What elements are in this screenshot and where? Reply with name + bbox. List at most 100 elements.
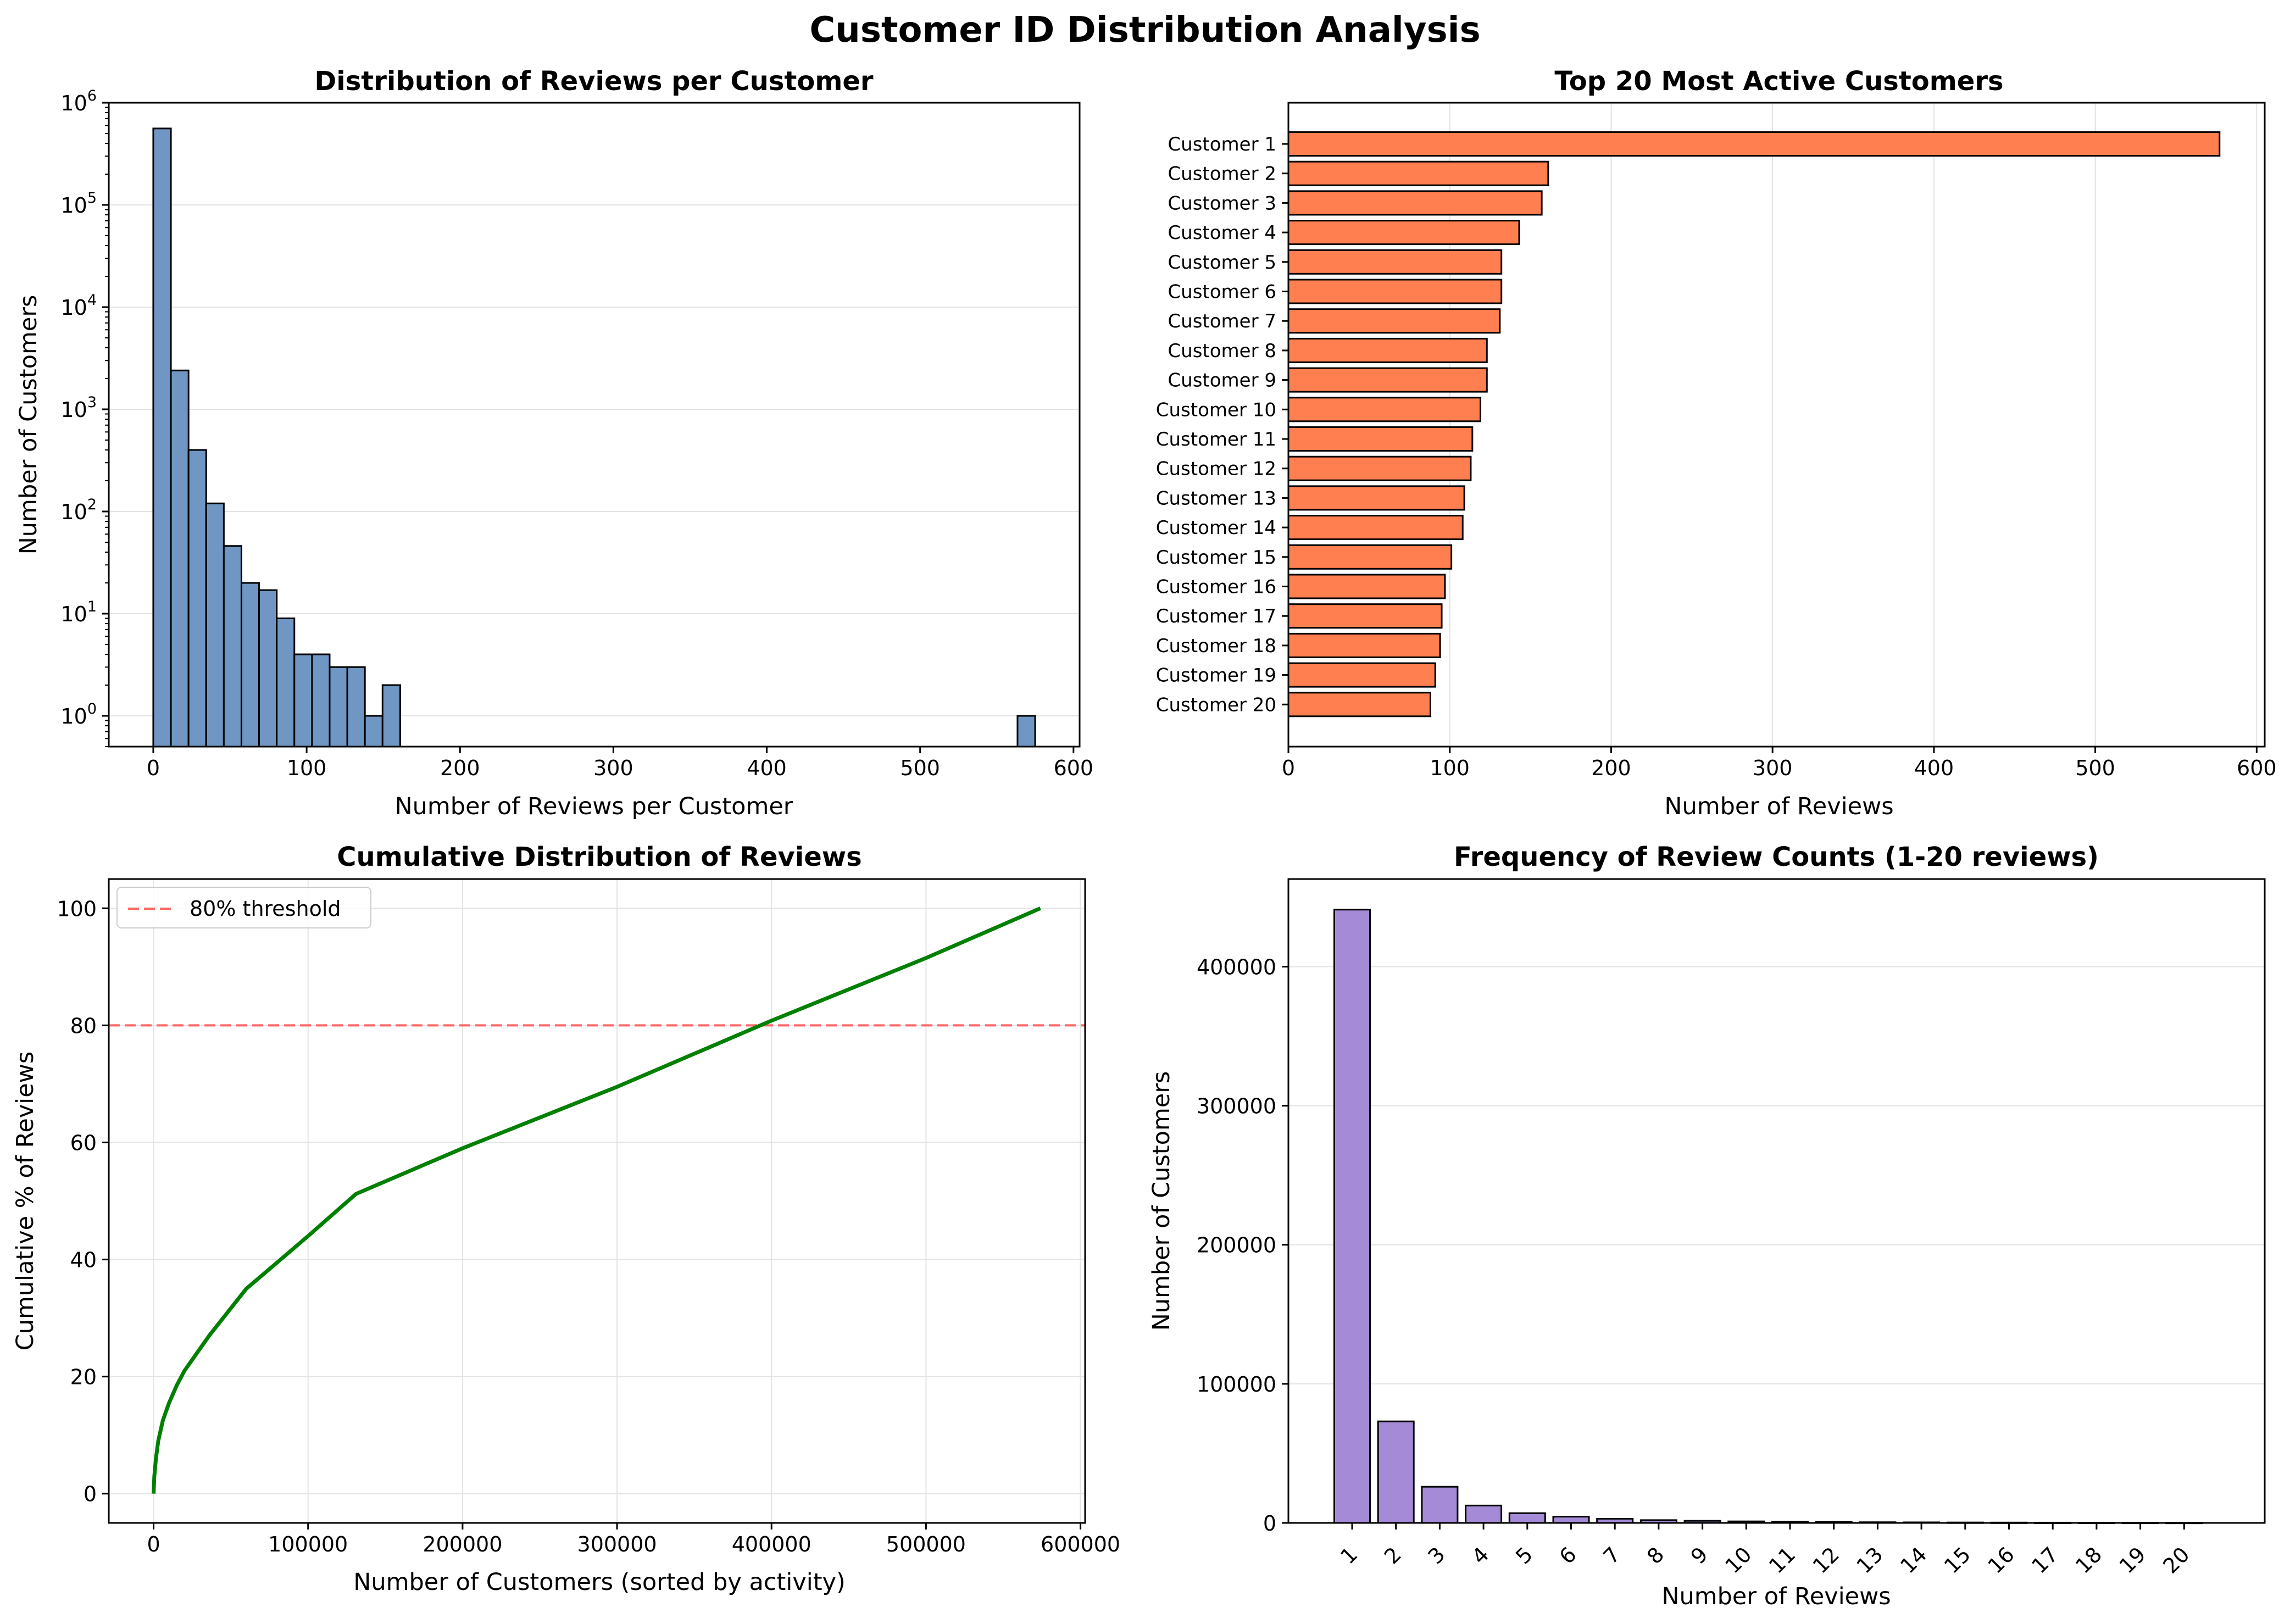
y-tick-label: 40	[70, 1248, 97, 1272]
frequency-bar	[1508, 1512, 1546, 1524]
customer-bar	[1287, 662, 1436, 688]
x-axis-label: Number of Reviews	[1661, 1583, 1891, 1610]
panel-review-count-frequency: Frequency of Review Counts (1-20 reviews…	[1148, 842, 2266, 1610]
histogram-bar	[187, 449, 207, 748]
customer-label: Customer 11	[1156, 429, 1276, 451]
customer-bar	[1287, 190, 1543, 216]
panel-cumulative-distribution: Cumulative Distribution of Reviews 0 100 0…	[12, 842, 1120, 1596]
x-tick-label: 20	[2158, 1542, 2194, 1578]
x-tick-label: 200	[440, 756, 480, 780]
x-tick-label: 15	[1939, 1542, 1975, 1578]
x-tick-label: 400000	[732, 1532, 811, 1556]
customer-bar	[1287, 632, 1441, 658]
customer-bar	[1287, 574, 1446, 599]
histogram-bar	[381, 684, 401, 748]
y-tick-label: 400000	[1197, 955, 1276, 979]
y-tick-label: 105	[60, 190, 97, 218]
panel-title-top-customers: Top 20 Most Active Customers	[1554, 66, 2003, 97]
x-tick-label: 10	[1720, 1542, 1756, 1578]
customer-bar	[1287, 367, 1488, 393]
x-tick-label: 500	[2075, 756, 2115, 780]
frequency-bar	[1552, 1516, 1590, 1524]
x-tick-label: 300	[593, 756, 633, 780]
x-tick-label: 9	[1686, 1542, 1713, 1569]
customer-bar	[1287, 337, 1488, 363]
histogram-bar	[1016, 715, 1036, 748]
histogram-bar	[205, 502, 225, 748]
histogram-bar	[152, 127, 172, 748]
x-tick-label: 600000	[1041, 1532, 1120, 1556]
cumulative-line	[152, 906, 1041, 1494]
x-tick-label: 500	[900, 756, 940, 780]
x-axis-label: Number of Customers (sorted by activity)	[353, 1569, 846, 1596]
y-tick-label: 101	[60, 598, 97, 626]
customer-bar	[1287, 131, 2221, 157]
y-tick-label: 100	[57, 897, 97, 921]
y-tick-label: 100000	[1197, 1372, 1276, 1397]
x-tick-label: 100	[287, 756, 327, 780]
x-tick-label: 1	[1336, 1542, 1362, 1569]
x-tick-label: 0	[147, 1532, 160, 1556]
customer-bar	[1287, 455, 1472, 481]
y-axis-label: Number of Customers	[1148, 1071, 1175, 1331]
x-tick-label: 600	[1054, 756, 1094, 780]
x-tick-label: 400	[1914, 756, 1954, 780]
x-tick-label: 7	[1598, 1542, 1625, 1569]
plot-area-frame	[1287, 102, 2266, 748]
customer-label: Customer 10	[1156, 399, 1276, 421]
customer-label: Customer 4	[1168, 222, 1276, 244]
customer-label: Customer 7	[1168, 310, 1276, 332]
customer-label: Customer 2	[1168, 163, 1276, 185]
customer-label: Customer 18	[1156, 635, 1276, 657]
panel-reviews-per-customer-histogram: Distribution of Reviews per Customer 0 10…	[15, 66, 1093, 820]
x-tick-label: 8	[1642, 1542, 1669, 1569]
x-tick-label: 14	[1896, 1542, 1931, 1578]
y-tick-label: 100	[60, 700, 97, 728]
x-tick-label: 300000	[577, 1532, 657, 1556]
figure-title: Customer ID Distribution Analysis	[809, 10, 1480, 51]
histogram-bar	[276, 618, 296, 748]
y-tick-label: 60	[70, 1131, 97, 1155]
x-tick-label: 600	[2237, 756, 2277, 780]
y-axis-label: Number of Customers	[15, 295, 42, 555]
customer-label: Customer 8	[1168, 340, 1276, 362]
x-tick-label: 200	[1591, 756, 1631, 780]
customer-bar	[1287, 485, 1465, 511]
customer-label: Customer 1	[1168, 134, 1276, 155]
customer-label: Customer 5	[1168, 252, 1276, 274]
customer-label: Customer 19	[1156, 665, 1276, 687]
frequency-bar	[1333, 909, 1371, 1524]
x-tick-label: 0	[1282, 756, 1295, 780]
x-tick-label: 11	[1764, 1542, 1800, 1578]
customer-label: Customer 6	[1168, 281, 1276, 303]
panel-top-customers-barh: Top 20 Most Active Customers 0 100 200 300 4…	[1156, 66, 2277, 820]
legend-frame	[116, 887, 371, 928]
plot-area-frame	[108, 878, 1086, 1524]
x-tick-label: 13	[1852, 1542, 1887, 1578]
y-tick-label: 200000	[1197, 1233, 1276, 1258]
y-tick-label: 103	[60, 394, 97, 422]
customer-bar	[1287, 426, 1474, 452]
y-tick-label: 300000	[1197, 1094, 1276, 1119]
histogram-bar	[311, 653, 331, 748]
customer-label: Customer 13	[1156, 487, 1276, 509]
customer-label: Customer 15	[1156, 547, 1276, 569]
frequency-bar	[1465, 1504, 1503, 1524]
x-tick-label: 500000	[886, 1532, 966, 1556]
panel-title-frequency: Frequency of Review Counts (1-20 reviews…	[1454, 842, 2099, 872]
panel-title-cumulative: Cumulative Distribution of Reviews	[337, 842, 861, 872]
x-tick-label: 0	[147, 756, 160, 780]
y-tick-label: 104	[60, 292, 97, 320]
y-tick-label: 0	[84, 1482, 97, 1506]
x-tick-label: 400	[747, 756, 787, 780]
x-tick-label: 100	[1430, 756, 1470, 780]
x-tick-label: 200000	[423, 1532, 502, 1556]
customer-bar	[1287, 279, 1503, 304]
customer-bar	[1287, 308, 1501, 334]
frequency-bar	[1421, 1486, 1459, 1524]
histogram-bar	[329, 666, 348, 748]
y-tick-label: 102	[60, 496, 97, 524]
histogram-bar	[346, 666, 366, 748]
plot-area-frame	[1287, 878, 2266, 1524]
frequency-bar	[1377, 1420, 1415, 1524]
